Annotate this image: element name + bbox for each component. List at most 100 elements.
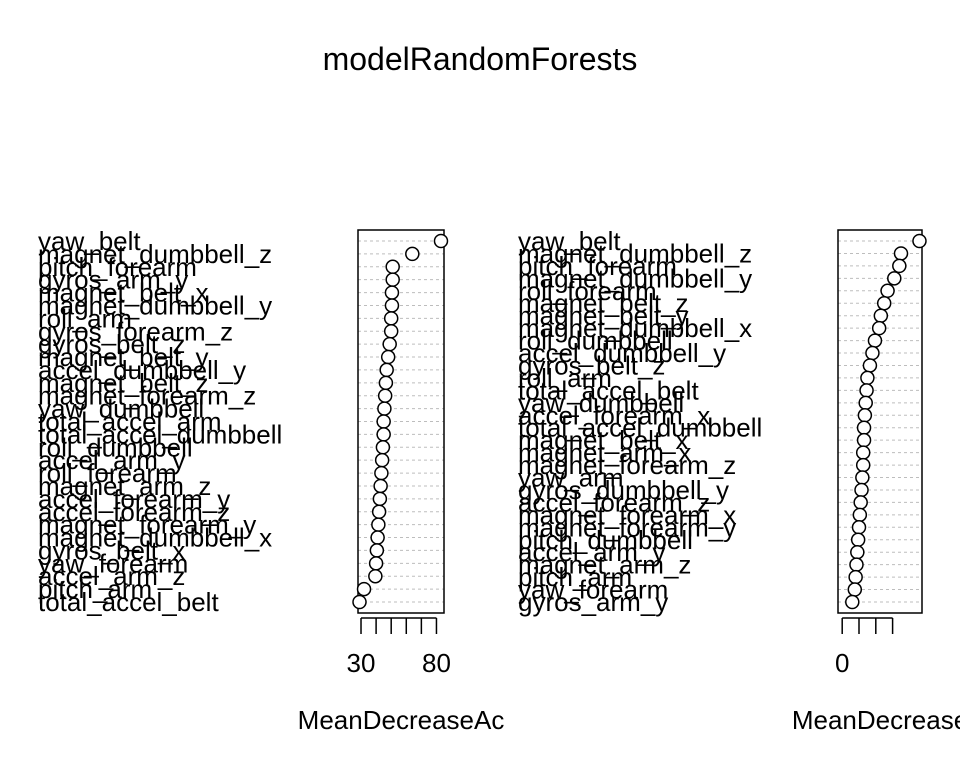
category-label: total_accel_arm bbox=[38, 407, 222, 437]
data-point bbox=[852, 507, 868, 523]
panel-1: yaw_beltmagnet_dumbbell_zpitch_forearmgy… bbox=[38, 226, 504, 735]
plot-frame bbox=[357, 229, 445, 614]
data-point bbox=[848, 569, 863, 585]
category-label: magnet_dumbbell_x bbox=[518, 313, 752, 343]
data-point bbox=[352, 594, 367, 610]
category-label: yaw_belt bbox=[38, 226, 141, 256]
category-label: gyros_belt_z bbox=[518, 350, 665, 380]
data-point bbox=[873, 308, 889, 323]
data-point bbox=[377, 401, 392, 416]
x-axis-label: MeanDecreaseAc bbox=[298, 705, 505, 735]
data-point bbox=[374, 465, 389, 481]
data-point bbox=[370, 530, 385, 545]
category-label: roll_arm bbox=[518, 363, 612, 393]
data-point bbox=[372, 491, 388, 507]
category-label: accel_arm_z bbox=[38, 561, 185, 591]
data-point bbox=[855, 445, 871, 460]
data-point bbox=[892, 258, 907, 274]
category-label: roll_dumbbell bbox=[38, 432, 193, 462]
data-point bbox=[855, 457, 871, 473]
data-point bbox=[854, 482, 869, 498]
category-label: yaw_belt bbox=[518, 226, 621, 256]
data-point bbox=[850, 532, 866, 548]
category-label: accel_dumbbell_y bbox=[518, 338, 726, 368]
category-label: magnet_dumbbell_y bbox=[38, 290, 272, 320]
data-point bbox=[368, 556, 384, 571]
data-point bbox=[860, 370, 875, 386]
data-point bbox=[383, 324, 399, 339]
data-point bbox=[851, 520, 867, 535]
category-label: yaw_forearm bbox=[518, 575, 668, 605]
data-point bbox=[856, 420, 872, 435]
category-label: magnet_forearm_z bbox=[38, 381, 256, 411]
x-axis-label: MeanDecrease bbox=[792, 705, 960, 735]
data-point bbox=[865, 345, 880, 361]
category-label: gyros_belt_x bbox=[38, 535, 185, 565]
data-point bbox=[876, 295, 892, 311]
category-label: accel_dumbbell_y bbox=[38, 355, 246, 385]
category-label: yaw_forearm bbox=[38, 548, 188, 578]
data-point bbox=[373, 478, 388, 494]
category-label: magnet_forearm_z bbox=[518, 450, 736, 480]
data-point bbox=[385, 259, 400, 275]
data-point bbox=[371, 517, 386, 532]
category-label: pitch_arm bbox=[518, 562, 632, 592]
data-point bbox=[857, 408, 873, 423]
category-label: accel_forearm_y bbox=[38, 484, 230, 514]
category-label: total_accel_dumbbell bbox=[518, 413, 762, 443]
data-point bbox=[405, 246, 420, 262]
data-point bbox=[912, 233, 927, 249]
plot-frame bbox=[837, 229, 923, 614]
category-label: magnet_belt_z bbox=[518, 288, 689, 318]
category-label: gyros_forearm_z bbox=[38, 316, 233, 346]
data-point bbox=[382, 336, 397, 352]
data-point bbox=[847, 582, 863, 597]
data-point bbox=[378, 375, 394, 391]
category-label: accel_forearm_z bbox=[38, 497, 230, 527]
category-label: accel_forearm_z bbox=[518, 487, 710, 517]
data-point bbox=[377, 388, 393, 403]
data-point bbox=[858, 395, 873, 411]
x-tick-label: 30 bbox=[347, 648, 376, 678]
category-label: magnet_dumbbell_z bbox=[38, 239, 272, 269]
data-point bbox=[356, 581, 372, 597]
data-point bbox=[871, 320, 887, 336]
data-point bbox=[379, 362, 394, 378]
data-point bbox=[859, 383, 874, 398]
category-label: magnet_belt_z bbox=[38, 368, 209, 398]
x-tick-label: 0 bbox=[835, 648, 849, 678]
category-label: magnet_forearm_y bbox=[518, 512, 736, 542]
data-point bbox=[371, 504, 387, 519]
data-point bbox=[383, 311, 399, 326]
category-label: magnet_dumbbell_x bbox=[38, 523, 272, 553]
category-label: magnet_dumbbell_y bbox=[518, 263, 752, 293]
chart-panels: yaw_beltmagnet_dumbbell_zpitch_forearmgy… bbox=[38, 226, 960, 735]
data-point bbox=[867, 333, 883, 348]
chart-title: modelRandomForests bbox=[323, 41, 638, 77]
category-label: roll_arm bbox=[38, 303, 132, 333]
data-point bbox=[384, 298, 400, 313]
category-label: magnet_belt_y bbox=[518, 301, 689, 331]
category-label: total_accel_belt bbox=[38, 587, 219, 617]
data-point bbox=[862, 358, 878, 373]
x-tick-label: 80 bbox=[422, 648, 451, 678]
category-label: magnet_belt_x bbox=[518, 425, 689, 455]
category-label: gyros_arm_y bbox=[38, 265, 188, 295]
data-point bbox=[385, 272, 400, 287]
category-label: yaw_dumbbell bbox=[38, 394, 204, 424]
data-point bbox=[384, 285, 400, 300]
category-label: roll_dumbbell bbox=[518, 326, 673, 356]
category-label: total_accel_dumbbell bbox=[38, 419, 282, 449]
category-label: gyros_dumbbell_y bbox=[518, 475, 729, 505]
data-point bbox=[376, 427, 391, 442]
category-label: pitch_dumbbell bbox=[518, 525, 693, 555]
category-label: magnet_arm_z bbox=[518, 550, 691, 580]
category-label: pitch_arm bbox=[38, 574, 152, 604]
category-label: magnet_dumbbell_z bbox=[518, 238, 752, 268]
data-point bbox=[376, 414, 391, 429]
category-label: accel_arm_y bbox=[518, 537, 665, 567]
category-label: magnet_arm_z bbox=[38, 471, 211, 501]
data-point bbox=[368, 568, 383, 584]
data-point bbox=[856, 432, 872, 448]
data-point bbox=[374, 452, 390, 468]
